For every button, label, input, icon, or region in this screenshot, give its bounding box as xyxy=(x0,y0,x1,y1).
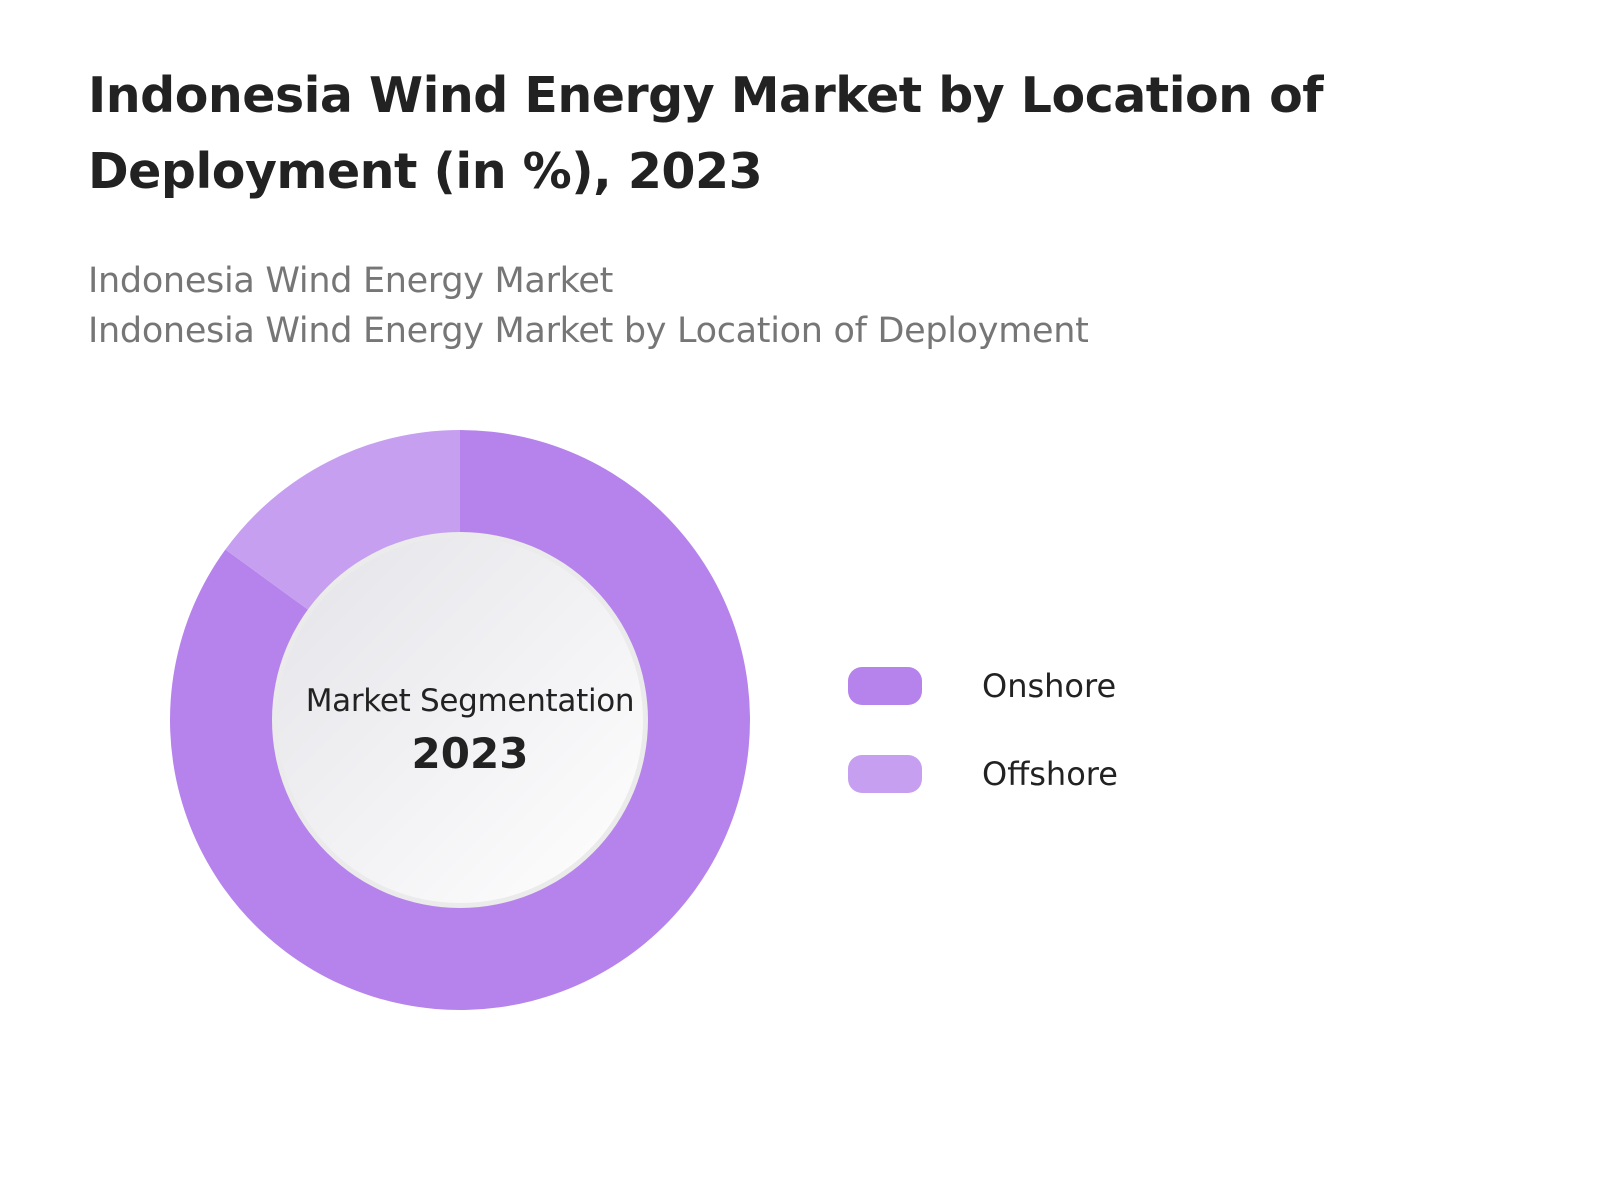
subtitle-segment: Indonesia Wind Energy Market by Location… xyxy=(88,311,1089,351)
legend-swatch-offshore xyxy=(848,755,922,793)
donut-chart xyxy=(170,430,751,1010)
legend-item-offshore[interactable]: Offshore xyxy=(848,754,1118,794)
chart-subtitle: Indonesia Wind Energy Market Indonesia W… xyxy=(88,256,1089,356)
donut-hole xyxy=(277,537,643,903)
chart-title: Indonesia Wind Energy Market by Location… xyxy=(88,67,1324,200)
legend-label-onshore: Onshore xyxy=(982,667,1117,705)
legend-swatch-onshore xyxy=(848,667,922,705)
legend: Onshore Offshore xyxy=(848,666,1118,842)
legend-item-onshore[interactable]: Onshore xyxy=(848,666,1118,706)
subtitle-market: Indonesia Wind Energy Market xyxy=(88,261,614,301)
legend-label-offshore: Offshore xyxy=(982,755,1118,793)
